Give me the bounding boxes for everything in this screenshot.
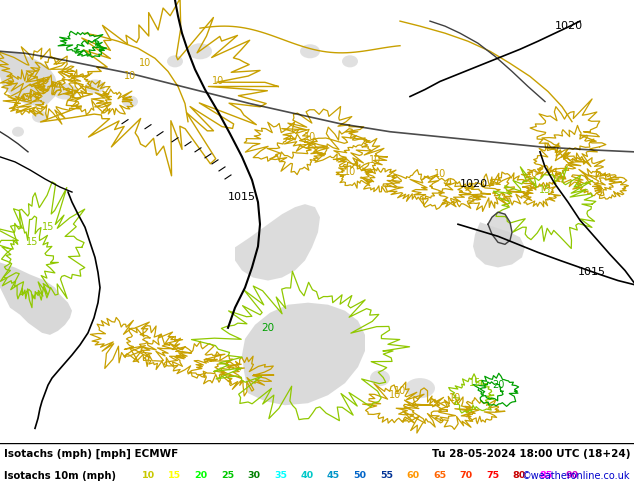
Ellipse shape xyxy=(53,83,77,99)
Text: Isotachs 10m (mph): Isotachs 10m (mph) xyxy=(4,471,116,481)
Text: 10: 10 xyxy=(449,393,461,403)
Ellipse shape xyxy=(85,79,105,94)
Text: 10: 10 xyxy=(369,155,381,165)
Text: 20: 20 xyxy=(492,380,504,390)
Text: 10: 10 xyxy=(304,132,316,142)
Text: 15: 15 xyxy=(539,185,551,195)
Text: 10: 10 xyxy=(394,386,406,396)
Text: 60: 60 xyxy=(406,471,420,480)
Text: 70: 70 xyxy=(460,471,472,480)
Polygon shape xyxy=(0,51,58,107)
Ellipse shape xyxy=(300,44,320,58)
Text: Tu 28-05-2024 18:00 UTC (18+24): Tu 28-05-2024 18:00 UTC (18+24) xyxy=(432,448,630,459)
Ellipse shape xyxy=(405,378,435,398)
Text: 20: 20 xyxy=(261,323,275,333)
Text: 10: 10 xyxy=(434,169,446,179)
Ellipse shape xyxy=(342,55,358,67)
Text: 10: 10 xyxy=(526,169,538,179)
Text: 1015: 1015 xyxy=(228,192,256,202)
Text: 1020: 1020 xyxy=(555,21,583,31)
Text: 15: 15 xyxy=(469,378,481,388)
Polygon shape xyxy=(242,303,365,405)
Text: 40: 40 xyxy=(301,471,314,480)
Ellipse shape xyxy=(122,96,138,108)
Polygon shape xyxy=(488,212,512,245)
Text: 10: 10 xyxy=(139,58,151,68)
Text: 45: 45 xyxy=(327,471,340,480)
Text: 10: 10 xyxy=(212,76,224,86)
Text: 10: 10 xyxy=(141,471,155,480)
Text: 30: 30 xyxy=(247,471,261,480)
Ellipse shape xyxy=(188,43,212,59)
Polygon shape xyxy=(0,263,72,335)
Text: Isotachs (mph) [mph] ECMWF: Isotachs (mph) [mph] ECMWF xyxy=(4,448,178,459)
Text: 15: 15 xyxy=(42,222,54,232)
Text: ©weatheronline.co.uk: ©weatheronline.co.uk xyxy=(522,471,630,481)
Text: 65: 65 xyxy=(433,471,446,480)
Text: 10: 10 xyxy=(389,390,401,400)
Text: 15: 15 xyxy=(168,471,181,480)
Polygon shape xyxy=(473,222,525,268)
Ellipse shape xyxy=(32,111,48,122)
Text: 10: 10 xyxy=(124,72,136,81)
Polygon shape xyxy=(235,204,320,281)
Text: 20: 20 xyxy=(195,471,207,480)
Text: 35: 35 xyxy=(274,471,287,480)
Text: 1020: 1020 xyxy=(460,179,488,189)
Ellipse shape xyxy=(12,127,24,137)
Text: 85: 85 xyxy=(539,471,552,480)
Text: 75: 75 xyxy=(486,471,499,480)
Text: 50: 50 xyxy=(354,471,366,480)
Ellipse shape xyxy=(370,370,390,386)
Text: 1015: 1015 xyxy=(578,267,606,276)
Text: 15: 15 xyxy=(26,237,38,247)
Text: 80: 80 xyxy=(512,471,526,480)
Text: 55: 55 xyxy=(380,471,393,480)
Text: 90: 90 xyxy=(566,471,579,480)
Ellipse shape xyxy=(167,55,183,67)
Text: 25: 25 xyxy=(221,471,234,480)
Text: 10: 10 xyxy=(344,167,356,177)
